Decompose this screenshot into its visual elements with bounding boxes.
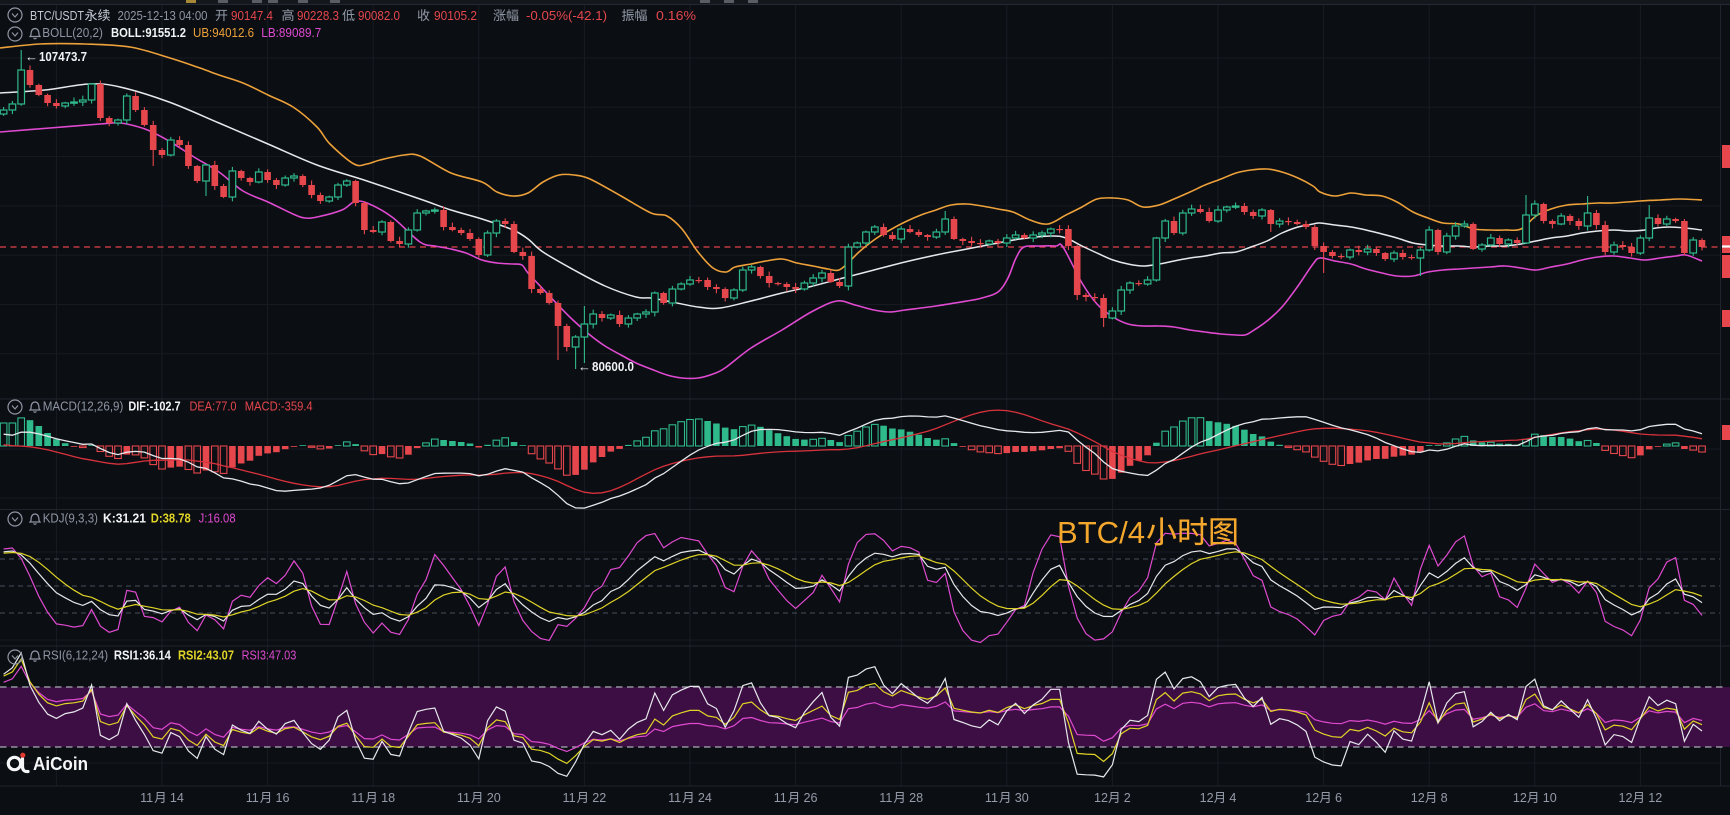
svg-text:26: 26 xyxy=(804,791,818,805)
svg-text:11: 11 xyxy=(879,791,892,805)
svg-text:BOLL:91551.2: BOLL:91551.2 xyxy=(111,25,186,40)
svg-text:2: 2 xyxy=(1124,791,1131,805)
svg-text:0.16%: 0.16% xyxy=(656,8,696,23)
svg-text:←: ← xyxy=(25,49,38,64)
svg-text:12: 12 xyxy=(1200,791,1214,805)
svg-text:RSI1:36.14: RSI1:36.14 xyxy=(114,648,172,663)
svg-text:80600.0: 80600.0 xyxy=(592,360,634,374)
svg-text:KDJ(9,3,3): KDJ(9,3,3) xyxy=(43,511,98,526)
svg-text:90082.0: 90082.0 xyxy=(358,8,400,23)
svg-text:RSI2:43.07: RSI2:43.07 xyxy=(178,648,234,663)
svg-text:DEA:77.0: DEA:77.0 xyxy=(190,399,237,414)
svg-text:6: 6 xyxy=(1335,791,1342,805)
svg-text:2025-12-13 04:00: 2025-12-13 04:00 xyxy=(118,8,208,23)
svg-text:BOLL(20,2): BOLL(20,2) xyxy=(42,25,103,40)
svg-text:LB:89089.7: LB:89089.7 xyxy=(261,25,321,40)
svg-text:BTC/4: BTC/4 xyxy=(1057,515,1145,550)
svg-text:90105.2: 90105.2 xyxy=(434,8,477,23)
svg-text:11: 11 xyxy=(563,791,576,805)
svg-text:11: 11 xyxy=(985,791,998,805)
svg-text:AiCoin: AiCoin xyxy=(33,753,88,774)
svg-text:8: 8 xyxy=(1441,791,1448,805)
svg-text:22: 22 xyxy=(592,791,606,805)
svg-text:11: 11 xyxy=(457,791,470,805)
svg-text:DIF:-102.7: DIF:-102.7 xyxy=(128,399,180,414)
svg-text:12: 12 xyxy=(1305,791,1319,805)
svg-text:11: 11 xyxy=(668,791,681,805)
svg-text:K:31.21: K:31.21 xyxy=(103,511,146,526)
svg-text:4: 4 xyxy=(1229,791,1236,805)
svg-text:14: 14 xyxy=(170,791,184,805)
svg-text:MACD(12,26,9): MACD(12,26,9) xyxy=(43,399,124,414)
svg-text:MACD:-359.4: MACD:-359.4 xyxy=(245,399,313,414)
svg-text:24: 24 xyxy=(698,791,712,805)
svg-text:28: 28 xyxy=(909,791,923,805)
svg-text:←: ← xyxy=(578,359,591,374)
svg-text:12: 12 xyxy=(1411,791,1425,805)
svg-text:10: 10 xyxy=(1543,791,1557,805)
svg-text:12: 12 xyxy=(1094,791,1108,805)
svg-text:11: 11 xyxy=(351,791,364,805)
svg-text:J:16.08: J:16.08 xyxy=(199,511,236,526)
svg-text:-0.05%(-42.1): -0.05%(-42.1) xyxy=(526,8,607,23)
svg-text:18: 18 xyxy=(381,791,395,805)
svg-text:RSI3:47.03: RSI3:47.03 xyxy=(242,648,297,663)
svg-text:90228.3: 90228.3 xyxy=(297,8,339,23)
svg-text:11: 11 xyxy=(140,791,153,805)
svg-text:107473.7: 107473.7 xyxy=(39,50,87,64)
svg-text:11: 11 xyxy=(774,791,787,805)
svg-text:RSI(6,12,24): RSI(6,12,24) xyxy=(43,648,108,663)
svg-text:30: 30 xyxy=(1015,791,1029,805)
svg-text:UB:94012.6: UB:94012.6 xyxy=(193,25,254,40)
svg-text:D:38.78: D:38.78 xyxy=(151,511,191,526)
svg-text:12: 12 xyxy=(1648,791,1662,805)
svg-text:BTC/USDT: BTC/USDT xyxy=(30,9,84,23)
svg-text:16: 16 xyxy=(276,791,290,805)
svg-text:12: 12 xyxy=(1513,791,1527,805)
svg-text:20: 20 xyxy=(487,791,501,805)
svg-text:12: 12 xyxy=(1619,791,1633,805)
svg-text:90147.4: 90147.4 xyxy=(231,8,273,23)
svg-text:11: 11 xyxy=(246,791,259,805)
